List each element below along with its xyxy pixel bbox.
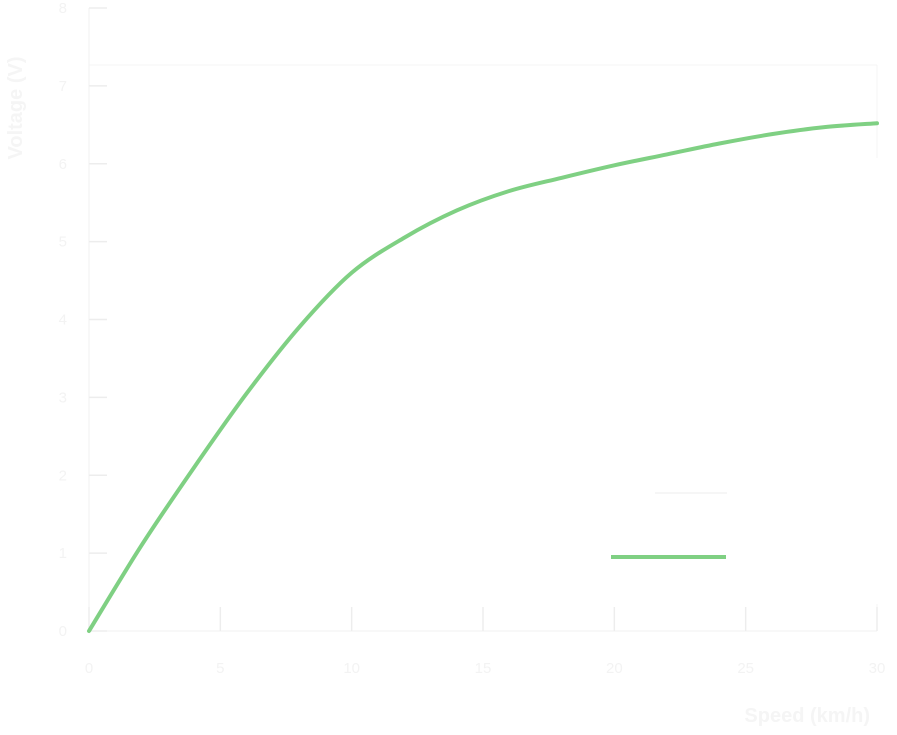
x-tick-label: 25	[737, 660, 754, 677]
y-tick-label: 2	[59, 467, 67, 484]
series-layer	[87, 121, 879, 633]
x-tick-label: 0	[85, 660, 93, 677]
y-tick-label: 7	[59, 78, 67, 95]
axis-ticks: 0 5 10 15 20 25 30 0 1 2 3 4 5 6 7 8	[59, 0, 886, 677]
x-axis-title: Speed (km/h)	[744, 705, 870, 727]
series-line-0	[87, 121, 879, 633]
y-tick-label: 3	[59, 389, 67, 406]
y-tick-label: 4	[59, 312, 67, 329]
y-tick-label: 0	[59, 623, 67, 640]
y-tick-label: 8	[59, 0, 67, 17]
x-tick-label: 30	[869, 660, 886, 677]
x-tick-label: 15	[475, 660, 492, 677]
legend	[611, 492, 727, 559]
x-tick-label: 10	[343, 660, 360, 677]
y-tick-label: 5	[59, 234, 67, 251]
y-tick-label: 6	[59, 156, 67, 173]
y-tick-label: 1	[59, 545, 67, 562]
y-axis-title: Voltage (V)	[5, 57, 27, 160]
x-tick-label: 20	[606, 660, 623, 677]
plot-frame	[88, 8, 878, 632]
x-tick-label: 5	[216, 660, 224, 677]
